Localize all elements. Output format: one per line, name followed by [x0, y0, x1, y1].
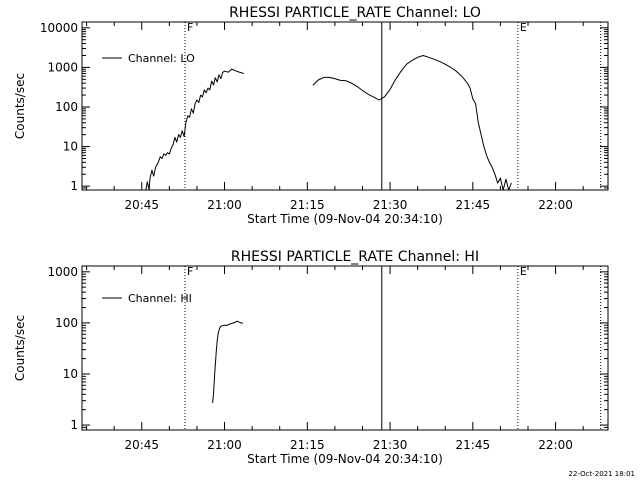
- hi-channel-panel: RHESSI PARTICLE_RATE Channel: HI Start Ti…: [13, 249, 609, 466]
- x-tick-label: 21:30: [373, 438, 408, 452]
- plot-frame: [81, 265, 609, 431]
- x-tick-label: 21:45: [456, 198, 491, 212]
- y-tick-label: 100: [55, 316, 78, 330]
- y-tick-label: 100: [55, 100, 78, 114]
- event-marker-label: E: [520, 21, 527, 34]
- lo-channel-panel: RHESSI PARTICLE_RATE Channel: LO Start Ti…: [13, 5, 609, 226]
- y-tick-label: 1000: [47, 265, 78, 279]
- footer-date: 22-Oct-2021 18:01: [569, 470, 635, 478]
- legend-label: Channel: HI: [128, 292, 192, 305]
- y-tick-label: 10000: [40, 21, 78, 35]
- x-axis-label: Start Time (09-Nov-04 20:34:10): [247, 452, 443, 466]
- x-tick-label: 20:45: [124, 198, 159, 212]
- x-tick-label: 22:00: [538, 438, 573, 452]
- x-tick-label: 20:45: [124, 438, 159, 452]
- y-tick-label: 10: [63, 367, 78, 381]
- event-marker-label: F: [187, 265, 193, 278]
- x-tick-label: 22:00: [538, 198, 573, 212]
- y-axis-label: Counts/sec: [13, 73, 27, 139]
- plot-frame: [81, 21, 609, 191]
- x-tick-label: 21:15: [290, 198, 325, 212]
- chart-title: RHESSI PARTICLE_RATE Channel: LO: [229, 5, 481, 21]
- series-line-channel-lo: [145, 68, 244, 191]
- x-tick-label: 21:30: [373, 198, 408, 212]
- y-tick-label: 10: [63, 140, 78, 154]
- chart-title: RHESSI PARTICLE_RATE Channel: HI: [231, 249, 479, 265]
- x-tick-label: 21:15: [290, 438, 325, 452]
- event-marker-label: F: [187, 21, 193, 34]
- x-tick-label: 21:45: [456, 438, 491, 452]
- legend-label: Channel: LO: [128, 52, 195, 65]
- x-axis-label: Start Time (09-Nov-04 20:34:10): [247, 212, 443, 226]
- y-tick-label: 1: [70, 418, 78, 432]
- event-marker-label: E: [520, 265, 527, 278]
- series-line-channel-hi: [212, 320, 244, 404]
- y-tick-label: 1: [70, 179, 78, 193]
- y-axis-label: Counts/sec: [13, 315, 27, 381]
- x-tick-label: 21:00: [207, 438, 242, 452]
- x-tick-label: 21:00: [207, 198, 242, 212]
- series-line-channel-lo: [312, 55, 512, 191]
- y-tick-label: 1000: [47, 60, 78, 74]
